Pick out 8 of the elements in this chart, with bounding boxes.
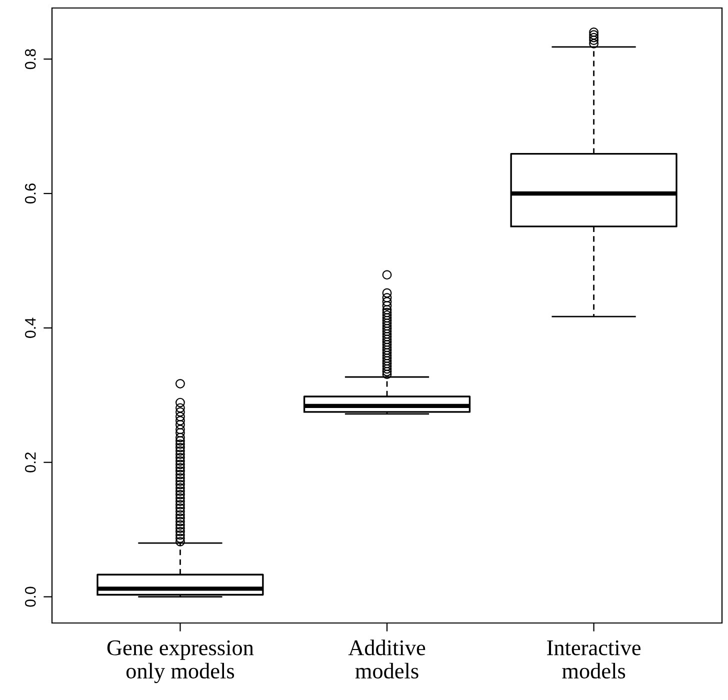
y-tick-label: 0.4: [24, 318, 36, 338]
y-tick-label: 0.2: [24, 452, 36, 472]
y-tick-label: 0.8: [24, 49, 36, 70]
y-tick-label: 0.0: [24, 586, 36, 607]
y-tick-label: 0.6: [24, 184, 36, 204]
x-tick-label: Interactive models: [547, 640, 641, 679]
x-tick-label: Additive models: [348, 640, 426, 679]
x-tick-label: Gene expression only models: [107, 640, 254, 684]
